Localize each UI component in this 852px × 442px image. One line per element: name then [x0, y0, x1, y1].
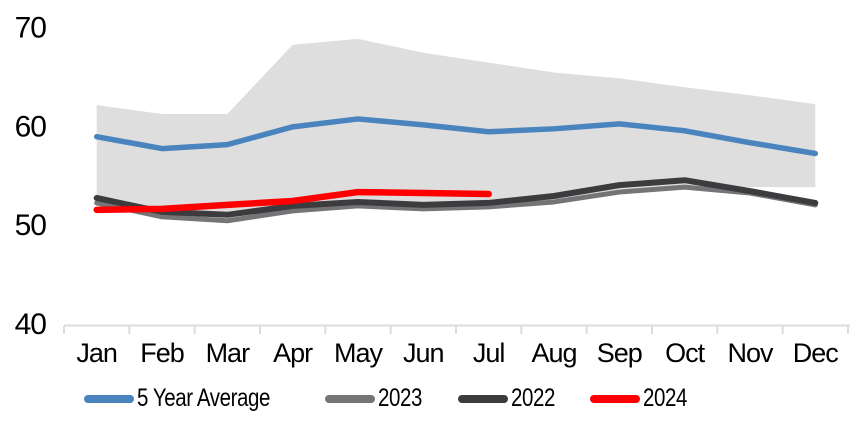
series-line-2024: [93, 188, 492, 214]
x-axis-label: Jan: [76, 338, 117, 368]
series-line-2022: [93, 177, 819, 218]
legend-swatch-2024: [590, 394, 641, 403]
x-axis-label: May: [334, 338, 384, 368]
legend-item-2024: 2024: [590, 386, 697, 411]
y-axis-label: 40: [15, 308, 47, 341]
legend-item-2022: 2022: [457, 384, 565, 412]
legend-label-2023: 2023: [378, 384, 423, 412]
legend-label-2024: 2024: [643, 384, 688, 412]
x-axis-label: Aug: [531, 338, 576, 368]
series-line-5-year-average: [93, 116, 819, 157]
legend-swatch-2023: [325, 394, 376, 403]
legend-swatch-2022: [457, 394, 508, 403]
series-line-2023: [94, 184, 818, 224]
x-axis-label: Sep: [597, 338, 642, 368]
legend-label-2022: 2022: [510, 384, 555, 412]
legend-swatch-5-year-average: [84, 394, 134, 403]
legend-item-2023: 2023: [325, 386, 432, 411]
x-axis-label: Nov: [727, 338, 774, 368]
y-axis-label: 60: [15, 110, 47, 143]
x-axis-label: Oct: [665, 338, 706, 368]
y-axis-label: 70: [15, 12, 47, 45]
x-axis-label: Mar: [206, 338, 251, 368]
y-axis-label: 50: [15, 209, 47, 242]
legend-item-5-year-average: 5 Year Average: [84, 386, 299, 411]
x-axis-label: Feb: [140, 338, 184, 368]
x-axis-label: Apr: [273, 338, 313, 368]
x-axis-label: Dec: [793, 338, 839, 368]
chart-legend: 5 Year Average 2023 2022 2024: [84, 386, 697, 411]
x-axis-label: Jul: [473, 338, 505, 368]
legend-label-5-year-average: 5 Year Average: [137, 384, 270, 412]
x-axis-label: Jun: [403, 338, 444, 368]
